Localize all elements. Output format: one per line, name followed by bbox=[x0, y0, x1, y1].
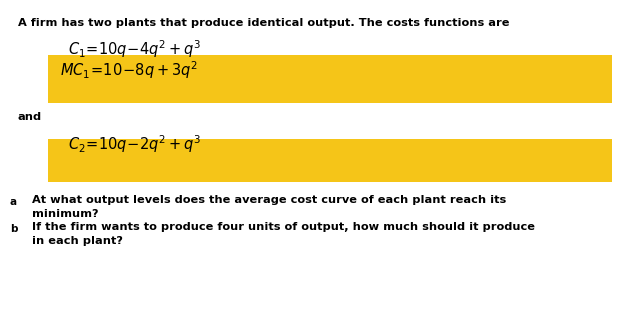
Bar bbox=[48, 55, 612, 103]
Text: $MC_1\!=\!10\!-\!8q + 3q^2$: $MC_1\!=\!10\!-\!8q + 3q^2$ bbox=[60, 59, 198, 81]
Text: If the firm wants to produce four units of output, how much should it produce: If the firm wants to produce four units … bbox=[32, 222, 535, 232]
Text: b: b bbox=[10, 224, 17, 234]
Text: At what output levels does the average cost curve of each plant reach its: At what output levels does the average c… bbox=[32, 195, 507, 205]
Text: $C_2\!=\!10q\!-\!2q^2 + q^3$: $C_2\!=\!10q\!-\!2q^2 + q^3$ bbox=[68, 133, 201, 155]
Text: A firm has two plants that produce identical output. The costs functions are: A firm has two plants that produce ident… bbox=[18, 18, 510, 28]
Text: $C_1\!=\!10q\!-\!4q^2 + q^3$: $C_1\!=\!10q\!-\!4q^2 + q^3$ bbox=[68, 38, 201, 60]
Text: and: and bbox=[18, 112, 42, 122]
Bar bbox=[48, 139, 612, 182]
Text: a: a bbox=[10, 197, 17, 207]
Text: in each plant?: in each plant? bbox=[32, 236, 123, 246]
Text: minimum?: minimum? bbox=[32, 209, 99, 219]
